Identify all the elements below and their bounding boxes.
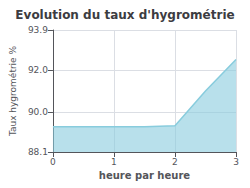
- svg-text:Evolution du taux d'hygrométri: Evolution du taux d'hygrométrie: [15, 8, 234, 22]
- svg-text:heure par heure: heure par heure: [99, 170, 190, 181]
- svg-text:88.1: 88.1: [28, 147, 48, 157]
- svg-text:3: 3: [233, 157, 239, 167]
- svg-text:2: 2: [172, 157, 178, 167]
- svg-text:Taux hygrométrie %: Taux hygrométrie %: [8, 45, 18, 137]
- svg-text:0: 0: [50, 157, 56, 167]
- svg-text:1: 1: [111, 157, 117, 167]
- svg-text:90.0: 90.0: [28, 107, 48, 117]
- svg-text:92.0: 92.0: [28, 65, 48, 75]
- svg-text:93.9: 93.9: [28, 25, 48, 35]
